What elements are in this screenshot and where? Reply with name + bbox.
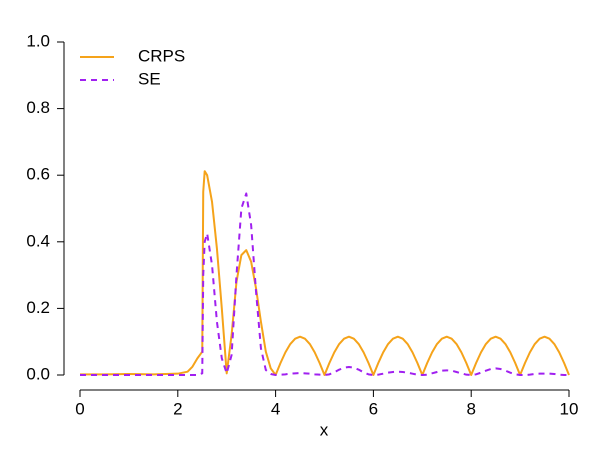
x-tick-label: 2 (173, 399, 182, 418)
x-tick-label: 10 (560, 399, 579, 418)
y-tick-label: 0.8 (26, 98, 50, 117)
x-axis-label: x (320, 420, 329, 439)
legend-label: CRPS (138, 46, 185, 65)
x-tick-label: 4 (271, 399, 280, 418)
y-tick-label: 0.2 (26, 298, 50, 317)
x-tick-label: 6 (369, 399, 378, 418)
series-line (80, 192, 569, 376)
y-tick-label: 0.0 (26, 364, 50, 383)
x-tick-label: 8 (466, 399, 475, 418)
y-tick-label: 0.4 (26, 231, 50, 250)
series-line (80, 170, 570, 376)
legend-label: SE (138, 69, 161, 88)
y-tick-label: 0.6 (26, 165, 50, 184)
x-tick-label: 0 (75, 399, 84, 418)
y-tick-label: 1.0 (26, 31, 50, 50)
